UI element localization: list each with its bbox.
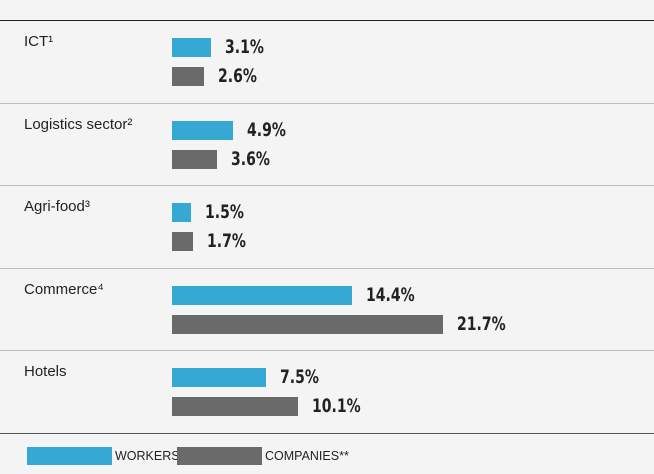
category-label: ICT¹ (24, 33, 54, 50)
bar (172, 149, 217, 169)
row-separator (0, 267, 654, 269)
value-label: 14.4% (365, 283, 415, 306)
value-label: 1.5% (204, 201, 244, 224)
value-label: 3.1% (224, 36, 264, 58)
value-label: 2.6% (218, 65, 258, 87)
row-separator (0, 185, 654, 187)
value-label: 3.6% (230, 147, 270, 170)
bar (172, 397, 299, 417)
legend-label: WORKERS* (115, 449, 185, 463)
category-label: Agri-food³ (24, 198, 90, 216)
legend-swatch (177, 447, 262, 465)
row-separator (0, 350, 654, 352)
value-label: 1.7% (207, 230, 247, 253)
bar (172, 120, 234, 140)
value-label: 10.1% (312, 395, 361, 418)
header-rule (0, 20, 654, 21)
legend-swatch (27, 447, 112, 465)
category-label: Commerce⁴ (24, 280, 104, 298)
bar (172, 38, 211, 57)
value-label: 7.5% (279, 366, 319, 389)
bar (172, 368, 266, 388)
bar (172, 67, 205, 86)
bar (172, 232, 194, 252)
bar (172, 203, 191, 223)
bar (172, 285, 352, 305)
bar (172, 314, 443, 334)
category-label: Hotels (24, 363, 67, 381)
legend-rule (0, 433, 654, 434)
legend-label: COMPANIES** (265, 449, 349, 463)
value-label: 4.9% (247, 118, 287, 141)
category-label: Logistics sector² (24, 115, 133, 133)
value-label: 21.7% (457, 312, 506, 335)
row-separator (0, 102, 654, 104)
